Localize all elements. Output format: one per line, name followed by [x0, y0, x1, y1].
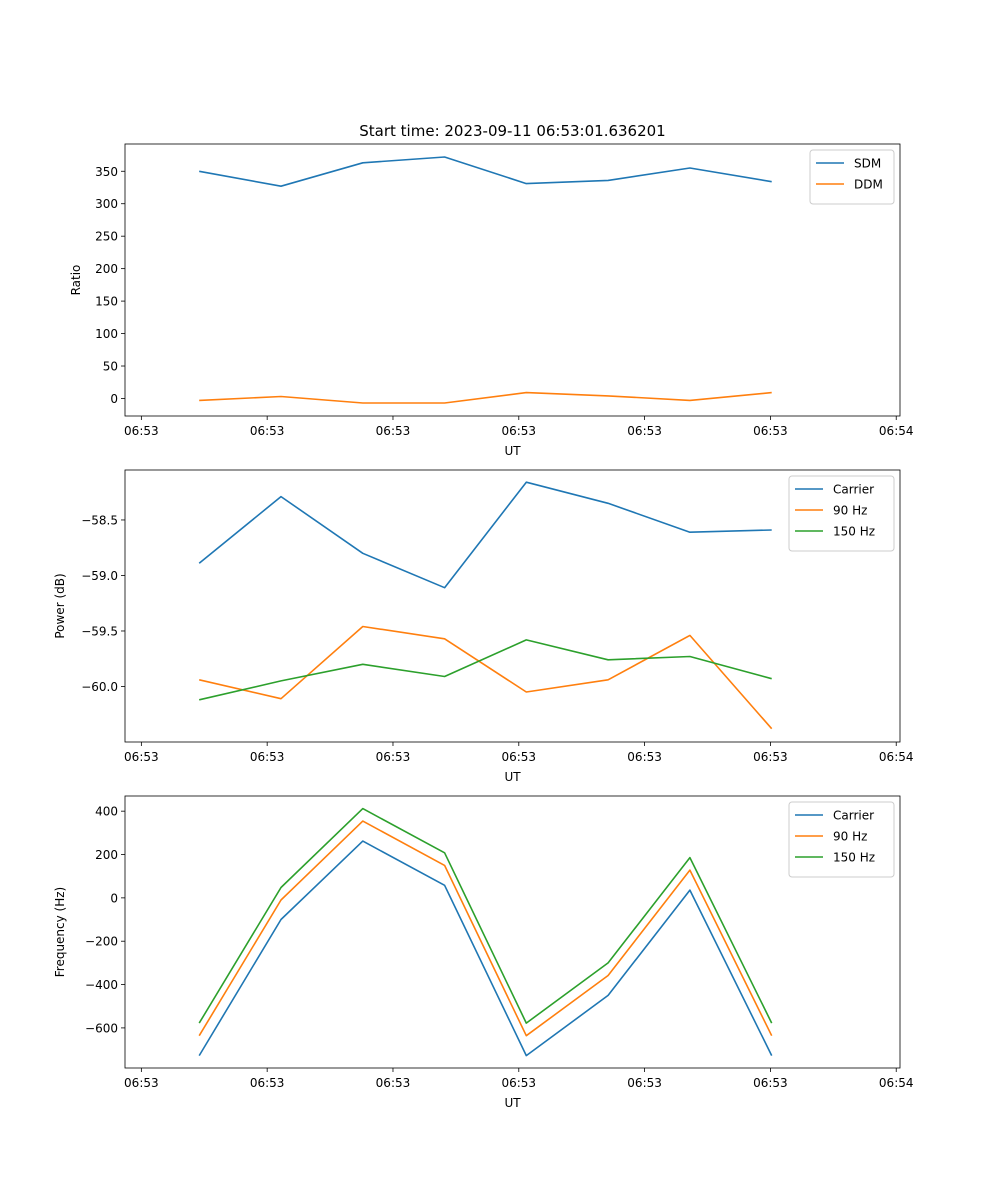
y-tick-label: 100 [95, 327, 118, 341]
y-tick-label: −200 [85, 935, 118, 949]
y-tick-label: 350 [95, 165, 118, 179]
y-tick-label: 200 [95, 848, 118, 862]
y-tick-label: 150 [95, 295, 118, 309]
legend-label: Carrier [833, 809, 874, 823]
figure-title: Start time: 2023-09-11 06:53:01.636201 [359, 122, 665, 140]
axes-frame [124, 469, 901, 743]
y-tick-label: 250 [95, 230, 118, 244]
y-axis-label: Frequency (Hz) [53, 887, 67, 978]
x-tick-label: 06:53 [124, 750, 159, 764]
x-tick-label: 06:54 [879, 424, 914, 438]
legend: Carrier 90 Hz 150 Hz [788, 801, 895, 878]
x-tick-label: 06:53 [627, 424, 662, 438]
x-tick-label: 06:53 [627, 1076, 662, 1090]
y-tick-label: −58.5 [81, 513, 118, 527]
series-line-90-hz [198, 820, 773, 1037]
x-tick-label: 06:53 [250, 750, 285, 764]
x-tick-label: 06:53 [753, 1076, 788, 1090]
y-tick-label: −59.0 [81, 569, 118, 583]
x-axis-label: UT [504, 444, 521, 458]
y-tick-label: 50 [103, 360, 118, 374]
x-tick-label: 06:53 [376, 424, 411, 438]
y-tick-label: −60.0 [81, 680, 118, 694]
y-tick-label: 300 [95, 197, 118, 211]
legend-label: SDM [854, 157, 881, 171]
x-tick-label: 06:53 [753, 750, 788, 764]
series-line-ddm [199, 391, 772, 404]
chart-power: 06:53 06:53 06:53 06:53 06:53 06:53 06:54 −60.0… [53, 469, 914, 784]
legend: SDM DDM [809, 149, 895, 205]
legend-label: DDM [854, 178, 883, 192]
x-tick-label: 06:53 [376, 750, 411, 764]
x-tick-label: 06:53 [376, 1076, 411, 1090]
legend-label: 90 Hz [833, 830, 867, 844]
x-tick-label: 06:53 [501, 424, 536, 438]
series-line-carrier [198, 481, 772, 589]
y-tick-label: −400 [85, 978, 118, 992]
x-axis-label: UT [504, 770, 521, 784]
x-axis-label: UT [504, 1096, 521, 1110]
legend-label: 150 Hz [833, 851, 875, 865]
series-line-90-hz [199, 625, 773, 730]
legend-label: 150 Hz [833, 525, 875, 539]
axes-frame [124, 143, 901, 417]
x-tick-label: 06:53 [501, 1076, 536, 1090]
series-line-sdm [199, 156, 772, 187]
x-tick-label: 06:53 [124, 424, 159, 438]
series-line-150-hz [199, 639, 772, 701]
x-tick-label: 06:53 [753, 424, 788, 438]
x-tick-label: 06:53 [250, 1076, 285, 1090]
y-axis-label: Ratio [69, 265, 83, 296]
series-line-carrier [198, 840, 773, 1057]
x-tick-label: 06:54 [879, 1076, 914, 1090]
y-axis-label: Power (dB) [53, 573, 67, 638]
chart-ratio: 06:53 06:53 06:53 06:53 06:53 06:53 06:54 0 50 10… [69, 143, 914, 458]
chart-frequency: 06:53 06:53 06:53 06:53 06:53 06:53 06:54 −600 −… [53, 795, 914, 1110]
legend: Carrier 90 Hz 150 Hz [788, 475, 895, 552]
legend-box [788, 475, 895, 552]
x-tick-label: 06:53 [250, 424, 285, 438]
y-tick-label: 0 [110, 392, 118, 406]
x-tick-label: 06:53 [501, 750, 536, 764]
y-tick-label: −59.5 [81, 624, 118, 638]
legend-label: 90 Hz [833, 504, 867, 518]
x-tick-label: 06:54 [879, 750, 914, 764]
x-tick-label: 06:53 [627, 750, 662, 764]
series-line-150-hz [198, 807, 773, 1024]
axes-frame [124, 795, 901, 1069]
y-tick-label: 400 [95, 805, 118, 819]
legend-label: Carrier [833, 483, 874, 497]
y-tick-label: −600 [85, 1021, 118, 1035]
legend-box [788, 801, 895, 878]
y-tick-label: 200 [95, 262, 118, 276]
x-tick-label: 06:53 [124, 1076, 159, 1090]
y-tick-label: 0 [110, 891, 118, 905]
